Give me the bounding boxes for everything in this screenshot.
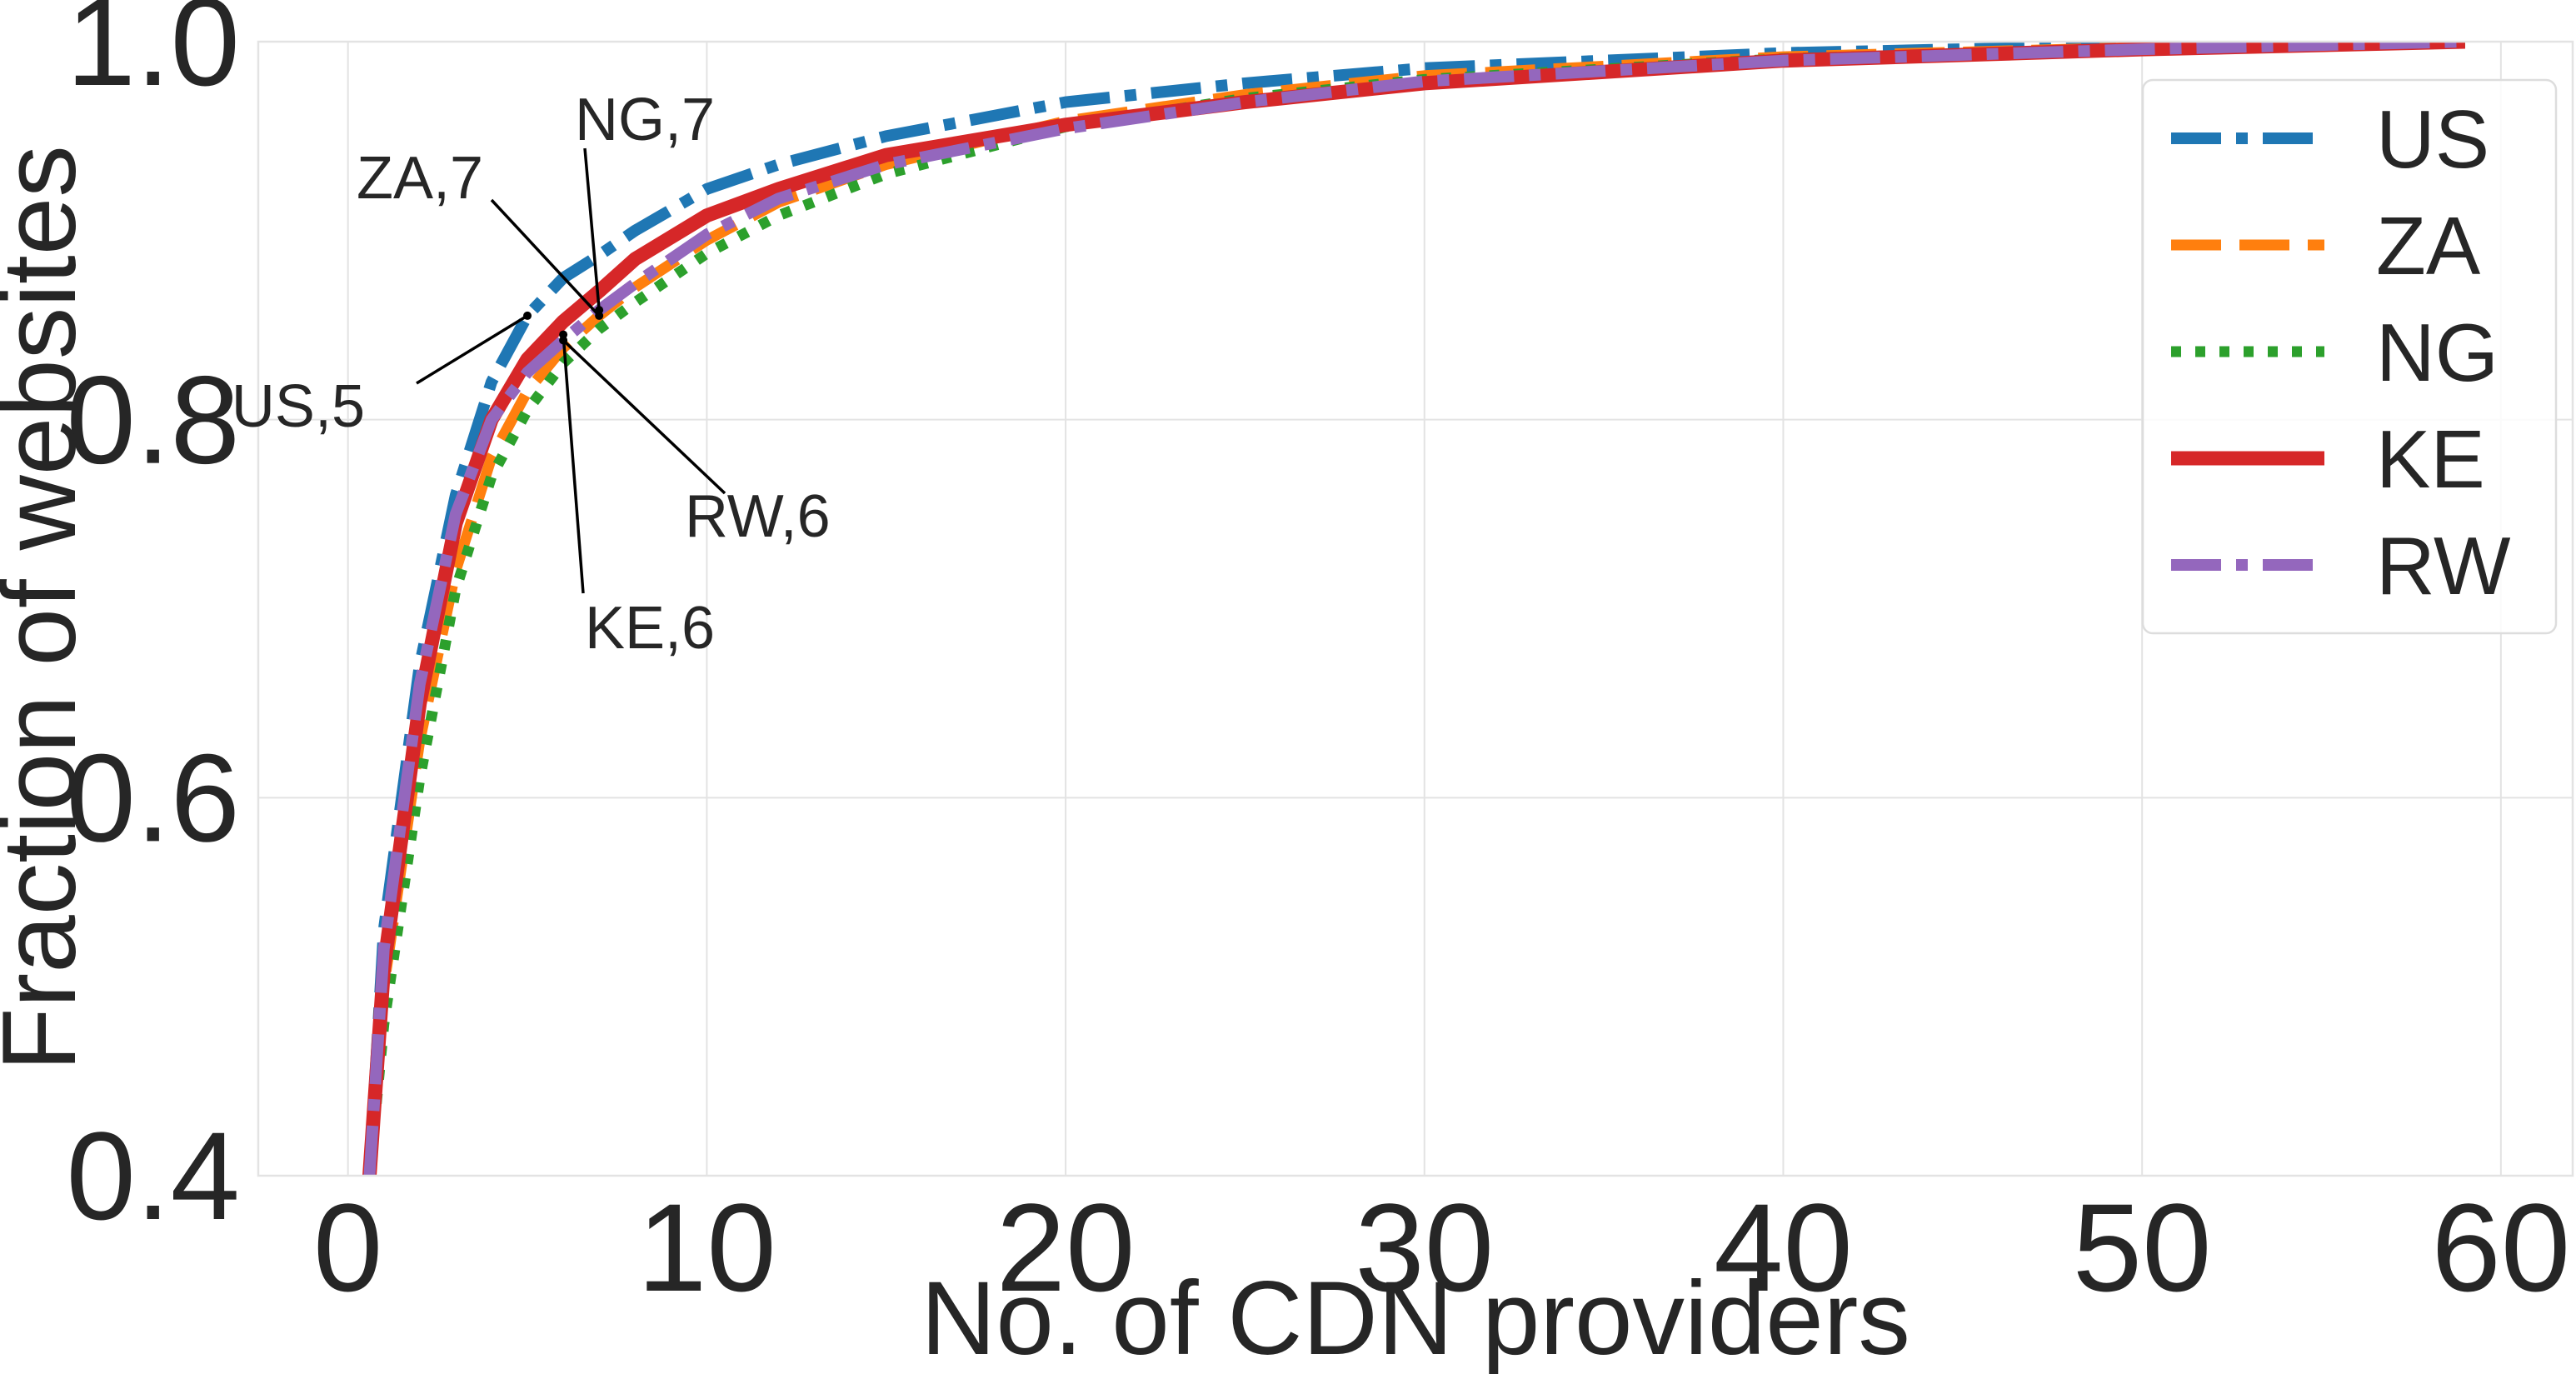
y-axis-label: Fraction of websites (0, 145, 97, 1072)
legend-label: KE (2376, 413, 2485, 505)
legend-item-ke: KE (2171, 413, 2485, 505)
plot-area-frame (257, 40, 2574, 1177)
annotation-arrow (562, 339, 726, 495)
series-line-rw (363, 42, 2465, 1176)
y-tick-label-0-8: 0.8 (66, 350, 240, 490)
annotations: US,5 ZA,7 NG,7 RW,6 KE,6 (232, 87, 831, 662)
annotation-arrow (490, 198, 601, 317)
y-tick-label-0-6: 0.6 (66, 727, 240, 867)
x-tick-label-60: 60 (2431, 1177, 2570, 1317)
x-tick-label-40: 40 (1714, 1177, 1853, 1317)
legend-label: RW (2376, 520, 2511, 612)
legend-item-rw: RW (2171, 520, 2511, 612)
legend-item-ng: NG (2171, 307, 2499, 398)
annotation-za-7: ZA,7 (357, 145, 604, 320)
annotation-label: RW,6 (685, 483, 831, 550)
series-lines (362, 42, 2465, 1176)
x-axis-ticks: 0 10 20 30 40 50 60 (313, 1177, 2570, 1317)
annotation-arrow-head (523, 311, 532, 320)
x-tick-label-30: 30 (1355, 1177, 1494, 1317)
annotation-ke-6: KE,6 (559, 330, 715, 662)
annotation-label: US,5 (232, 373, 365, 440)
annotation-ng-7: NG,7 (575, 87, 715, 315)
annotation-label: KE,6 (585, 595, 715, 662)
legend-item-za: ZA (2171, 200, 2481, 292)
legend-box (2141, 78, 2558, 635)
legend-item-us: US (2171, 93, 2489, 185)
legend-label: ZA (2376, 200, 2481, 292)
legend: US ZA NG KE RW (2141, 78, 2558, 635)
annotation-arrow (583, 147, 601, 311)
annotation-label: ZA,7 (357, 145, 483, 212)
x-tick-label-20: 20 (996, 1177, 1136, 1317)
annotation-label: NG,7 (575, 87, 715, 153)
y-tick-label-0-4: 0.4 (66, 1106, 240, 1246)
annotation-us-5: US,5 (232, 311, 532, 440)
x-axis-label: No. of CDN providers (921, 1261, 1910, 1374)
annotation-arrow (562, 334, 585, 594)
legend-label: US (2376, 93, 2489, 185)
annotation-rw-6: RW,6 (559, 336, 831, 550)
y-tick-label-1: 1.0 (66, 0, 240, 112)
series-line-ng (364, 42, 2465, 1176)
x-tick-label-0: 0 (313, 1177, 382, 1317)
annotation-arrow-head (595, 306, 604, 315)
annotation-arrow (416, 314, 528, 385)
annotation-arrow-head (559, 330, 568, 339)
x-tick-label-50: 50 (2073, 1177, 2212, 1317)
x-tick-label-10: 10 (637, 1177, 776, 1317)
y-axis-ticks: 0.4 0.6 0.8 1.0 (66, 0, 240, 1246)
legend-label: NG (2376, 307, 2499, 398)
